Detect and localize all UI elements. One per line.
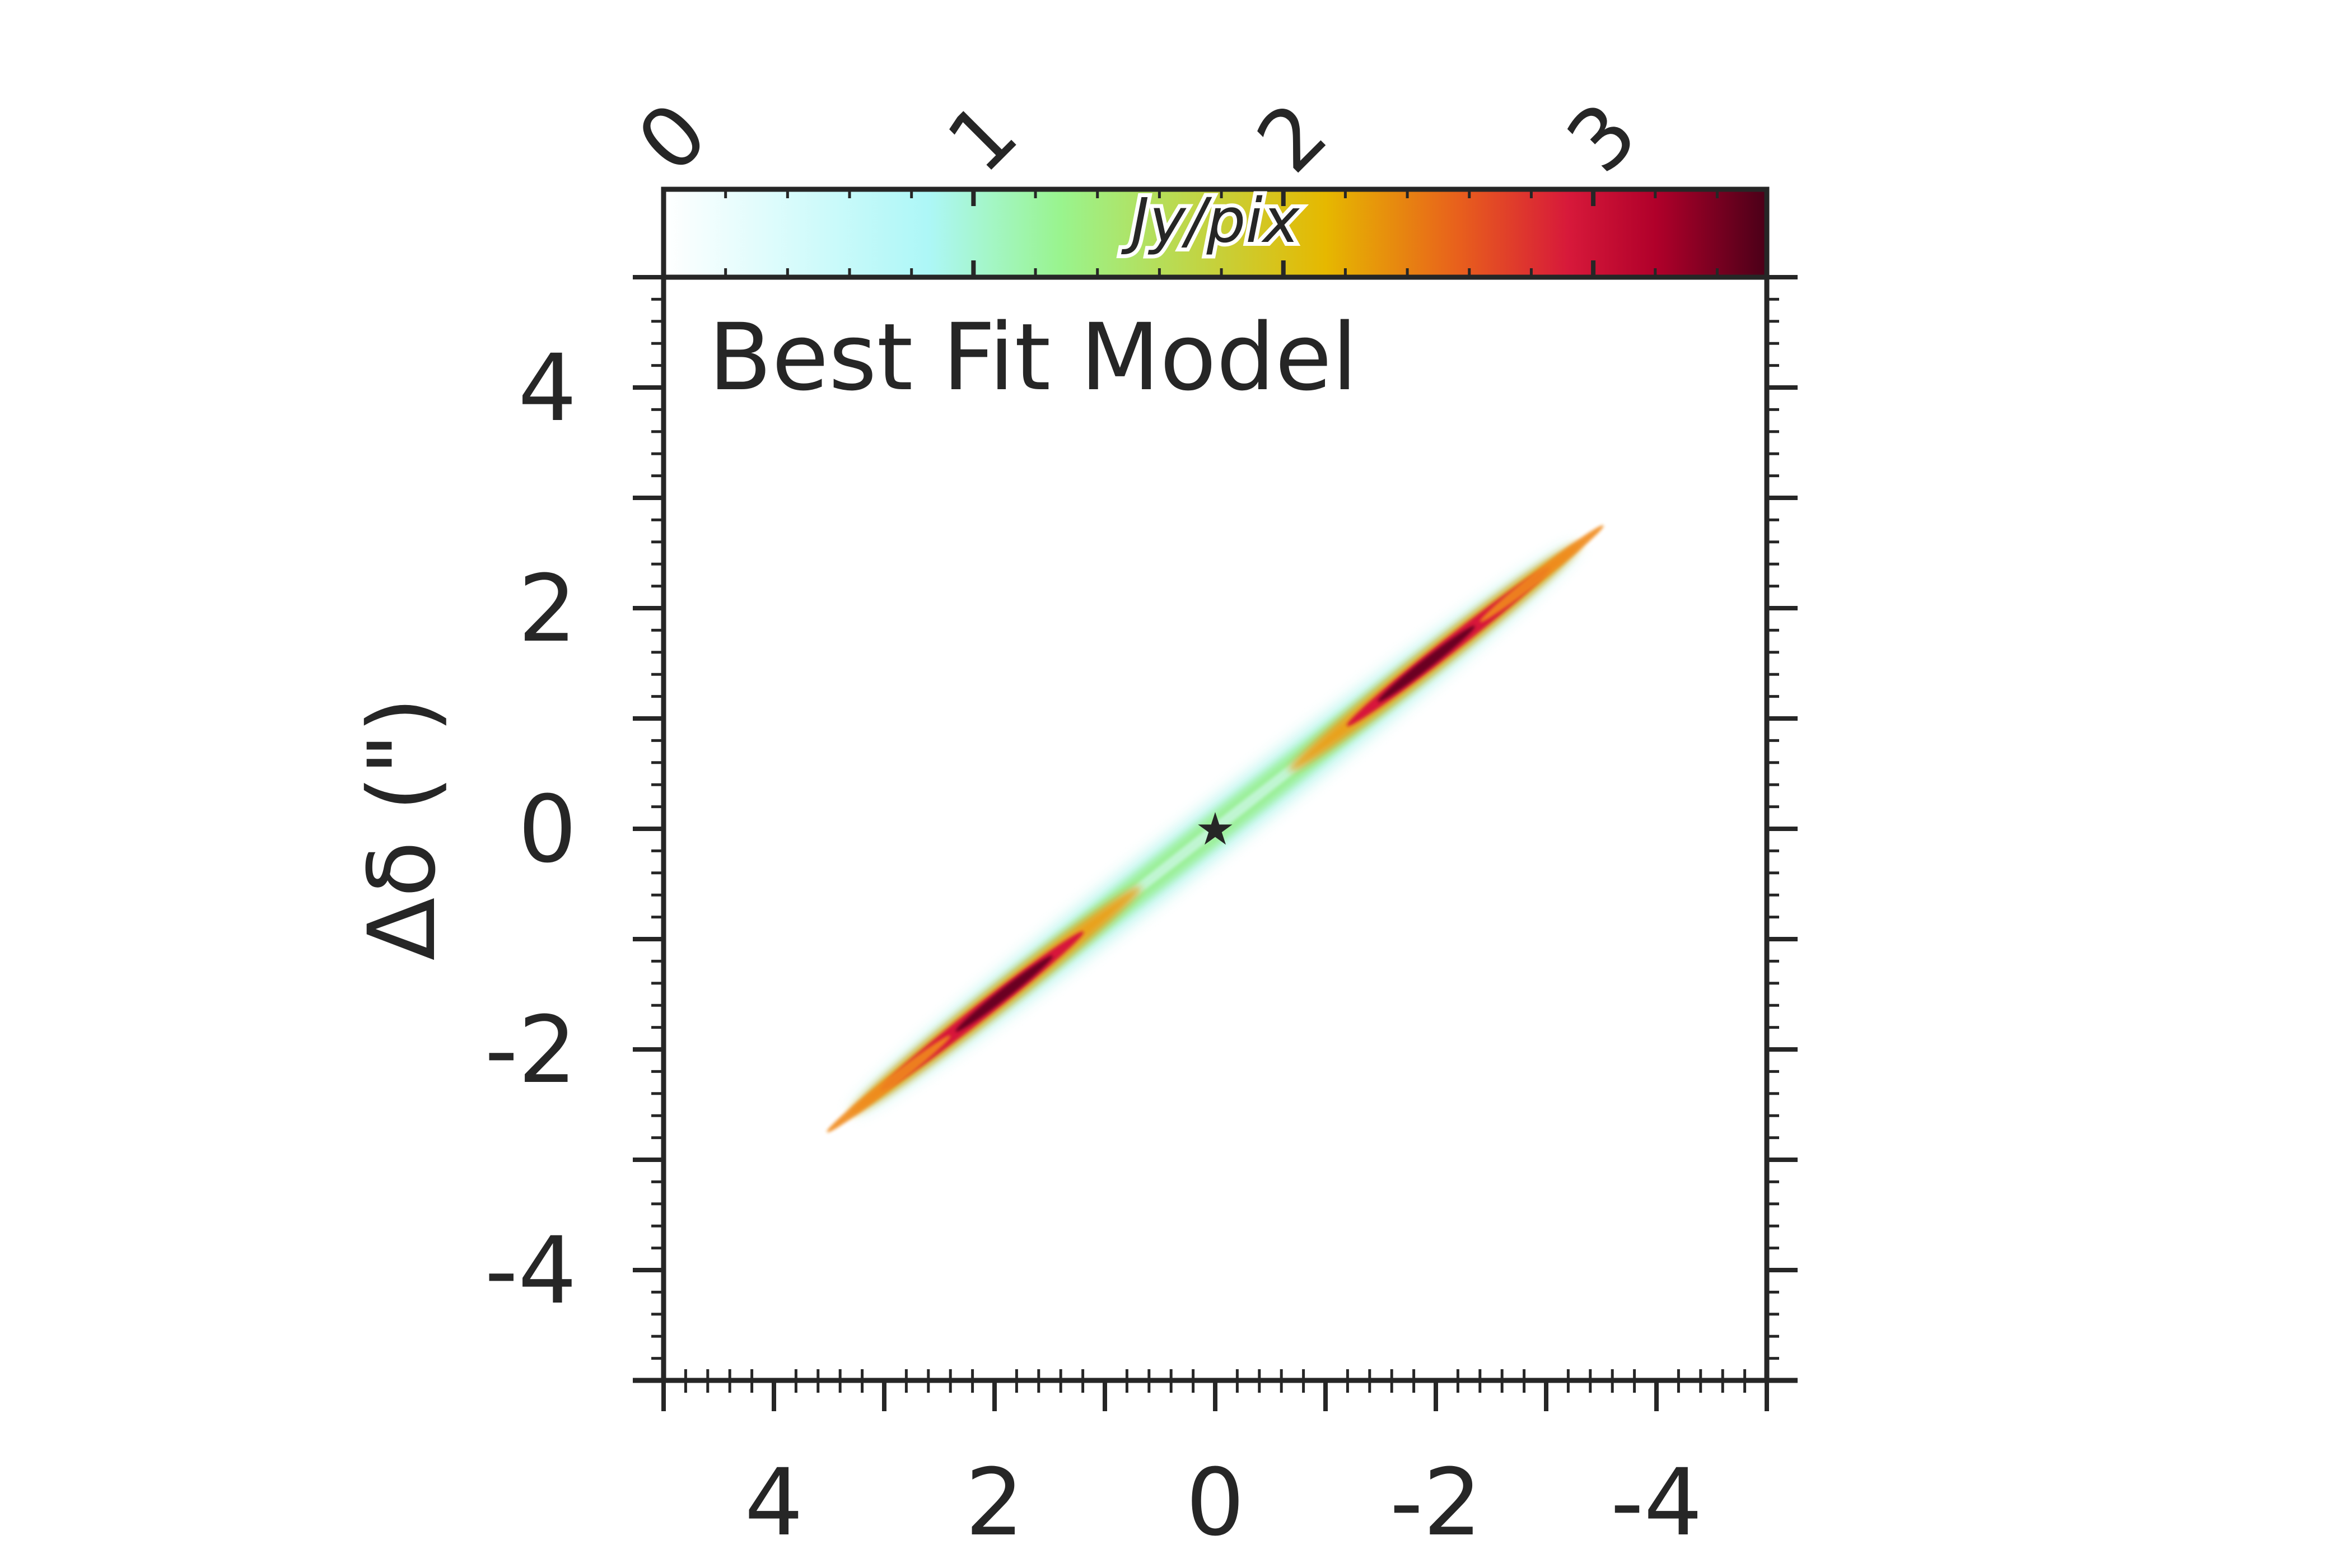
disk-image (827, 525, 1604, 1133)
colorbar-tick-label: 0 (619, 85, 726, 192)
y-tick-label: -4 (484, 1217, 577, 1324)
colorbar-gradient (664, 189, 1767, 277)
plot-area: ★ 4 2 0 -2 -4 4 2 0 -2 -4 Best Fit Model (484, 274, 1798, 1556)
y-axis-label: Δδ (") (348, 697, 456, 961)
y-tick-label: 0 (518, 776, 577, 883)
disk-edge (827, 1035, 951, 1133)
y-axis-ticks: 4 2 0 -2 -4 (484, 275, 1798, 1383)
chart-title: Best Fit Model (708, 304, 1357, 411)
plot-frame (661, 274, 1770, 1383)
disk-edge (1480, 525, 1604, 622)
colorbar-label: Jy/pix (1121, 185, 1300, 256)
y-tick-label: -2 (484, 996, 577, 1104)
x-tick-label: -4 (1611, 1449, 1703, 1556)
colorbar-tick-label: 2 (1239, 85, 1346, 192)
x-tick-label: -2 (1390, 1449, 1482, 1556)
disk-peak (955, 955, 1053, 1032)
colorbar-tick-label: 1 (929, 85, 1036, 192)
y-tick-label: 4 (518, 334, 577, 442)
x-tick-label: 4 (745, 1449, 804, 1556)
disk-peak (1378, 626, 1475, 702)
colorbar-tick-label: 3 (1549, 85, 1656, 192)
star-marker: ★ (1195, 803, 1235, 855)
x-axis-ticks: 4 2 0 -2 -4 (633, 1369, 1798, 1556)
y-tick-label: 2 (518, 555, 577, 662)
colorbar: 0 1 2 3 Jy/pix (619, 85, 1770, 280)
x-tick-label: 0 (1186, 1449, 1245, 1556)
x-tick-label: 2 (965, 1449, 1024, 1556)
